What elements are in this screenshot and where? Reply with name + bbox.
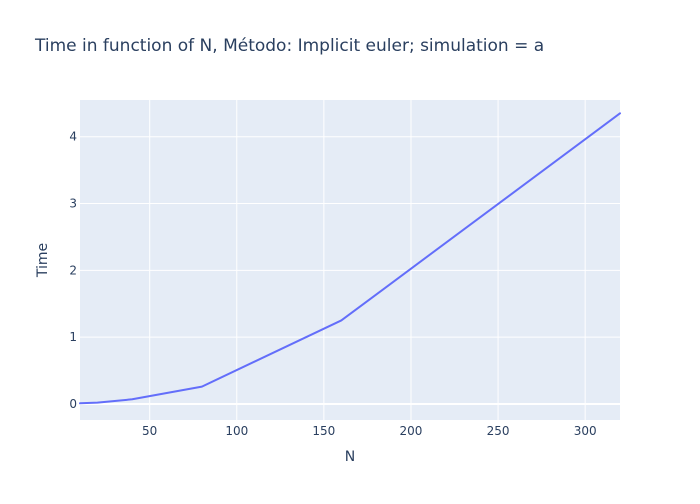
x-tick-label: 250	[487, 424, 510, 438]
x-axis-title: N	[345, 449, 355, 465]
x-axis-tick-labels: 50 100 150 200 250 300	[142, 424, 597, 438]
x-tick-label: 100	[225, 424, 248, 438]
x-tick-label: 50	[142, 424, 157, 438]
chart-title: Time in function of N, Método: Implicit …	[34, 36, 544, 56]
y-tick-label: 2	[69, 263, 77, 277]
y-tick-label: 1	[69, 330, 77, 344]
plot-background	[80, 100, 620, 420]
y-tick-label: 4	[69, 130, 77, 144]
series-line-1	[79, 112, 621, 405]
y-axis-title: Time	[35, 243, 51, 278]
gridlines	[80, 100, 620, 420]
x-tick-label: 200	[400, 424, 423, 438]
x-tick-label: 300	[574, 424, 597, 438]
y-tick-label: 3	[69, 197, 77, 211]
series-lines	[79, 112, 621, 405]
x-tick-label: 150	[312, 424, 335, 438]
y-axis-tick-labels: 0 1 2 3 4	[69, 130, 77, 411]
y-tick-label: 0	[69, 397, 77, 411]
